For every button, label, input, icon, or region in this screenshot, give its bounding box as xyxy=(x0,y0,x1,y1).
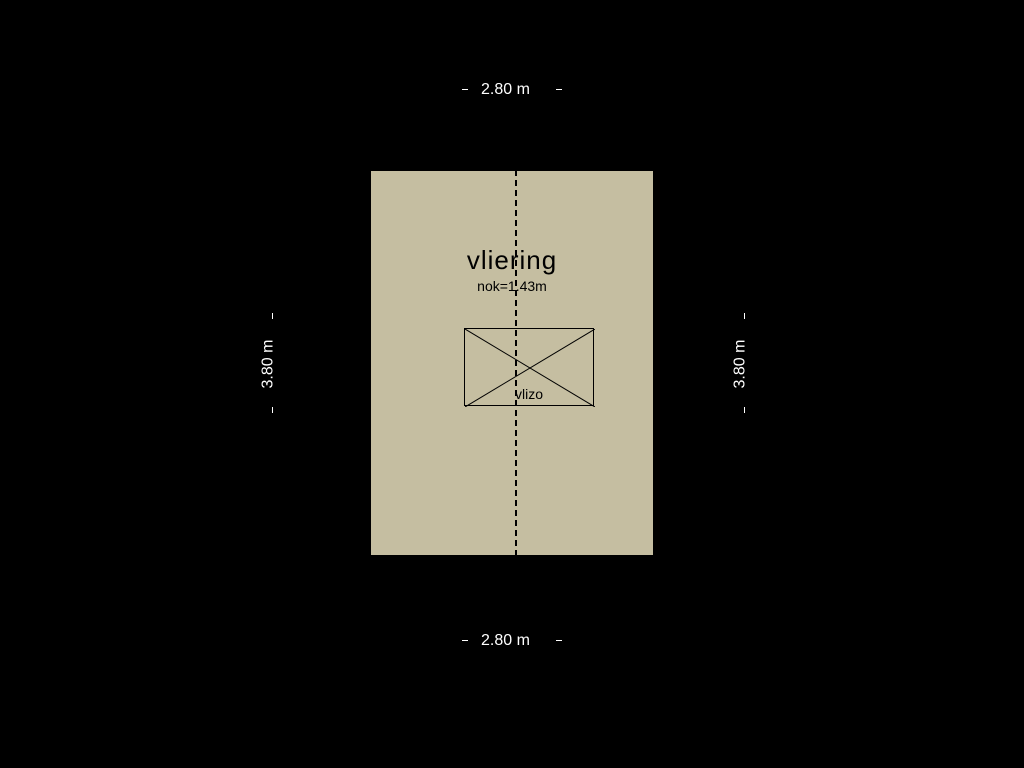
dimension-left: 3.80 m xyxy=(257,336,279,393)
tick-mark xyxy=(462,640,468,641)
tick-mark xyxy=(272,313,273,319)
tick-mark xyxy=(556,89,562,90)
room-subtitle: nok=1.43m xyxy=(370,278,654,294)
hatch-label: vlizo xyxy=(464,386,594,402)
dimension-top: 2.80 m xyxy=(477,79,534,101)
tick-mark xyxy=(556,640,562,641)
dimension-bottom: 2.80 m xyxy=(477,630,534,652)
tick-mark xyxy=(744,407,745,413)
room-title: vliering xyxy=(370,245,654,276)
tick-mark xyxy=(272,407,273,413)
tick-mark xyxy=(462,89,468,90)
tick-mark xyxy=(744,313,745,319)
dimension-right: 3.80 m xyxy=(729,336,751,393)
